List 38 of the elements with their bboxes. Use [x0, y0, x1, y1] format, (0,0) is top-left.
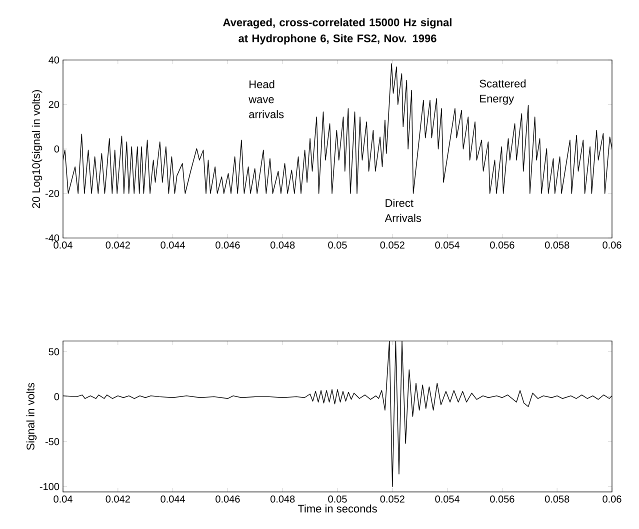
x-tick-label: 0.054	[435, 496, 460, 503]
y-axis-title: 20 Log10(signal in volts)	[32, 90, 42, 208]
x-tick-label: 0.048	[270, 496, 295, 503]
x-tick-label: 0.05	[328, 242, 347, 249]
x-tick-label: 0.058	[544, 496, 570, 503]
y-tick-label: -100	[40, 483, 60, 490]
y-tick-label: 50	[48, 348, 60, 356]
x-tick-label: 0.048	[270, 242, 295, 249]
x-tick-label: 0.044	[160, 496, 186, 503]
x-tick-label: 0.046	[216, 242, 240, 249]
x-tick-label: 0.042	[106, 496, 130, 503]
x-tick-label: 0.06	[602, 242, 622, 249]
x-tick-label: 0.044	[160, 242, 186, 249]
y-axis-title: Signal in volts	[26, 382, 37, 450]
x-tick-label: 0.052	[380, 242, 404, 249]
x-tick-label: 0.05	[328, 496, 347, 503]
x-tick-label: 0.046	[216, 496, 240, 503]
chart-title: Averaged, cross-correlated 15000 Hz signal at Hydrophone 6, Site FS2, Nov. 1996	[223, 18, 452, 44]
y-tick-label: -20	[45, 190, 60, 198]
x-tick-label: 0.056	[490, 242, 514, 249]
x-tick-label: 0.056	[490, 496, 514, 503]
y-tick-label: -40	[45, 234, 60, 242]
annotation: Head wave arrivals	[248, 80, 284, 118]
x-tick-label: 0.054	[435, 242, 460, 249]
x-axis-title: Time in seconds	[298, 504, 377, 513]
x-tick-label: 0.052	[380, 496, 404, 503]
x-tick-label: 0.058	[544, 242, 570, 249]
y-tick-label: 0	[54, 393, 60, 400]
x-tick-label: 0.06	[602, 496, 622, 503]
annotation: Direct Arrivals	[384, 198, 422, 222]
y-tick-label: 20	[48, 100, 60, 108]
y-tick-label: -50	[45, 438, 60, 446]
y-tick-label: 0	[54, 145, 60, 153]
x-tick-label: 0.042	[106, 242, 130, 249]
x-tick-label: 0.04	[54, 496, 72, 503]
annotation: Scattered Energy	[480, 79, 526, 105]
x-tick-label: 0.04	[54, 242, 72, 249]
y-tick-label: 40	[48, 56, 60, 64]
